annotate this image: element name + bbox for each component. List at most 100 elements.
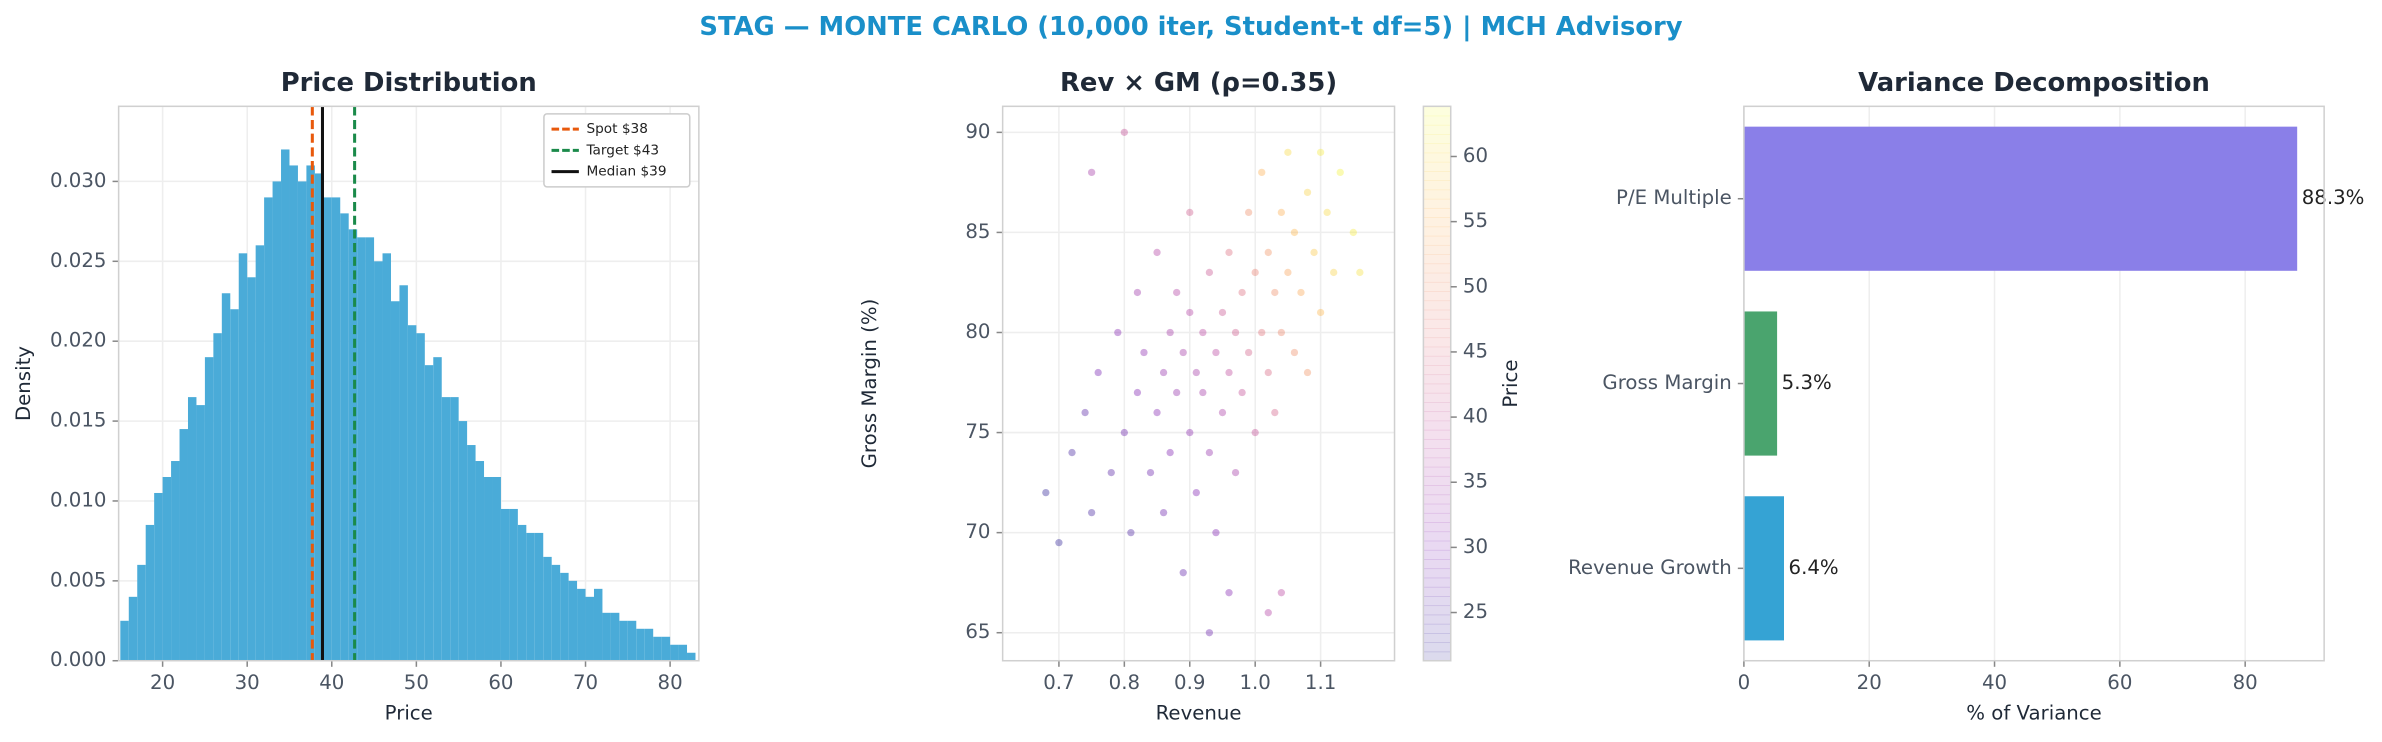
colorbar-segment [1423,596,1451,607]
scatter-point [1186,428,1194,437]
histogram-bar [585,596,594,661]
histogram-bar [517,524,527,661]
y-tick-label: 0.010 [50,488,107,511]
y-tick-label: 0.000 [50,648,107,671]
scatter-point [1087,508,1096,517]
scatter-point [1166,448,1174,457]
colorbar-segment [1423,328,1451,339]
colorbar-segment [1423,531,1451,542]
scatter-point [1094,368,1102,377]
scatter-point [1212,528,1220,537]
y-tick-label: 0.015 [50,409,107,432]
colorbar-segment [1423,254,1451,265]
y-tick-label: 0.020 [50,329,107,352]
histogram-bar [247,277,256,661]
scatter-point [1238,388,1246,397]
colorbar-segment [1423,309,1451,320]
colorbar-segment [1423,475,1451,486]
histogram-bar [314,173,324,661]
scatter-point [1042,488,1050,497]
axes-frame [117,105,700,662]
histogram-bar [636,628,645,661]
x-tick-label: 1.1 [1305,671,1336,694]
colorbar-segment [1423,244,1451,255]
histogram-bar [340,213,349,661]
histogram-bar [568,580,578,661]
histogram-bar [297,181,307,661]
legend-box [543,113,691,188]
histogram-bar [365,237,375,661]
histogram-bar [458,421,468,661]
histogram-bar [196,405,205,661]
scatter-point [1205,268,1214,277]
colorbar-segment [1423,651,1451,662]
histogram-bar [560,572,569,661]
histogram-bar [306,165,315,661]
scatter-point [1173,288,1181,297]
y-tick-label: Revenue Growth [1568,556,1732,579]
scatter-point [1087,168,1096,177]
scatter-point [1244,208,1253,217]
y-tick-label: 75 [965,420,990,443]
histogram-bar [204,357,214,661]
scatter-point [1277,208,1286,217]
colorbar-tick-label: 30 [1463,535,1488,558]
histogram-bar [644,628,654,661]
scatter-point [1238,288,1246,297]
scatter-point [1303,368,1312,377]
scatter-point [1205,448,1214,457]
colorbar-segment [1423,217,1451,228]
scatter-point [1199,388,1207,397]
colorbar-tick-label: 55 [1463,209,1488,232]
scatter-point [1290,228,1299,237]
value-label: 5.3% [1782,371,1832,394]
colorbar-segment [1423,623,1451,634]
colorbar-segment [1423,161,1451,172]
x-axis-label: Revenue [1156,701,1242,724]
colorbar-tick-label: 60 [1463,144,1488,167]
scatter-point [1225,368,1233,377]
value-label: 6.4% [1789,556,1839,579]
scatter-point [1212,348,1220,357]
histogram-bar [670,644,679,661]
colorbar-segment [1423,300,1451,311]
x-axis-label: Price [385,701,433,724]
scatter-point [1271,408,1279,417]
colorbar-segment [1423,291,1451,302]
histogram-bar [450,397,459,661]
histogram-bar [238,253,248,661]
histogram-bar [500,508,510,661]
scatter-point [1310,248,1318,257]
scatter-point [1290,348,1299,357]
x-tick-label: 20 [150,671,175,694]
colorbar-segment [1423,633,1451,644]
colorbar-segment [1423,494,1451,505]
colorbar-segment [1423,355,1451,366]
scatter-point [1140,348,1148,357]
colorbar-segment [1423,549,1451,560]
scatter-point [1225,248,1233,257]
scatter-point [1199,328,1207,337]
colorbar-segment [1423,522,1451,533]
colorbar-segment [1423,281,1451,292]
histogram-bar [475,461,485,661]
bar [1743,311,1778,456]
histogram-bar [162,476,172,661]
y-tick-label: 0.025 [50,249,107,272]
histogram-bar [653,636,662,661]
colorbar-segment [1423,559,1451,570]
scatter-point [1114,328,1122,337]
scatter-point [1159,508,1168,517]
y-tick-label: 65 [965,620,990,643]
scatter-point [1277,589,1286,597]
x-tick-label: 40 [1982,671,2007,694]
histogram-bar [627,620,637,661]
scatter-point [1133,288,1142,297]
histogram-bar [678,644,688,661]
legend-label: Spot $38 [586,121,647,137]
scatter-point [1244,348,1253,357]
scatter-point [1068,448,1076,457]
scatter-point [1225,589,1233,597]
histogram-bar [687,652,696,661]
colorbar-segment [1423,503,1451,514]
